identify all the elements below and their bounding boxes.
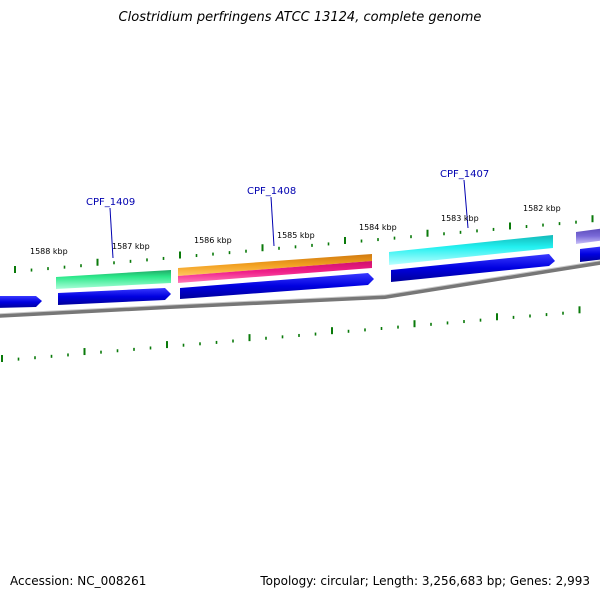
genome-backbone [0,260,600,318]
accession-text: Accession: NC_008261 [10,574,147,588]
kbp-label: 1586 kbp [194,236,232,245]
gene-cpf-1408-pink[interactable] [178,261,372,283]
gene-cpf-1408-orange[interactable] [178,254,372,276]
lower-scale-ticks [1,306,581,362]
gene-arrow-blue[interactable] [58,288,171,305]
callout-cpf-1408 [270,196,275,247]
gene-partial-purple[interactable] [576,228,600,244]
genome-backbone-highlight [0,260,600,315]
kbp-label: 1583 kbp [441,214,479,223]
kbp-label: 1582 kbp [523,204,561,213]
gene-label-cpf-1409[interactable]: CPF_1409 [86,197,135,208]
gene-label-cpf-1408[interactable]: CPF_1408 [247,186,296,197]
gene-arrow-blue[interactable] [580,246,600,262]
gene-arrow-blue[interactable] [180,273,374,299]
gene-arrow-blue[interactable] [391,254,555,282]
callout-cpf-1409 [109,207,114,259]
gene-cpf-1409[interactable] [56,270,171,289]
kbp-label: 1585 kbp [277,231,315,240]
kbp-label: 1584 kbp [359,223,397,232]
kbp-label: 1588 kbp [30,247,68,256]
gene-cpf-1407[interactable] [389,235,553,265]
genome-summary-text: Topology: circular; Length: 3,256,683 bp… [260,574,590,588]
gene-arrow-blue[interactable] [0,296,42,308]
upper-scale-ticks [14,215,594,273]
gene-label-cpf-1407[interactable]: CPF_1407 [440,169,489,180]
kbp-label: 1587 kbp [112,242,150,251]
callout-cpf-1407 [463,179,469,229]
map-title: Clostridium perfringens ATCC 13124, comp… [118,10,482,25]
